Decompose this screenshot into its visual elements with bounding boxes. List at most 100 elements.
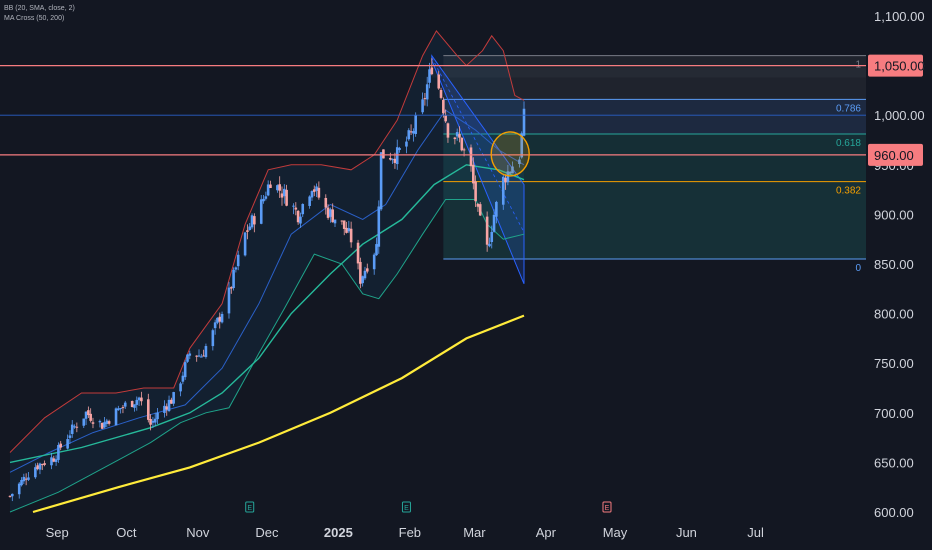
candle-body (130, 401, 134, 408)
candle-body (234, 267, 238, 270)
channel-midline (431, 57, 525, 233)
candle-body (220, 313, 224, 323)
y-tick-label: 700.00 (874, 406, 914, 421)
y-tick-label: 650.00 (874, 455, 914, 470)
candle-body (172, 392, 175, 404)
candle-body (11, 493, 14, 497)
fib-level-label: 0.786 (836, 103, 861, 114)
candle-body (73, 426, 76, 428)
candle-body (361, 276, 364, 284)
candle-body (488, 243, 491, 247)
candle-body (114, 408, 118, 426)
candle-body (40, 464, 44, 466)
candle-body (363, 270, 367, 279)
candle-body (522, 108, 526, 136)
candle-body (377, 206, 381, 247)
x-tick-label: Mar (463, 525, 486, 540)
candle-body (123, 402, 127, 407)
earnings-marker-box (602, 501, 612, 513)
earnings-marker-label: E (605, 505, 610, 512)
candle-body (329, 209, 332, 217)
candle-body (103, 422, 106, 428)
earnings-marker[interactable]: E (401, 501, 411, 513)
candle-body (312, 189, 316, 192)
candle-body (8, 495, 12, 497)
candle-body (117, 408, 120, 411)
breakout-highlight-circle (490, 131, 530, 177)
candle-body (331, 209, 334, 223)
candle-body (151, 420, 155, 423)
candle-body (425, 84, 429, 100)
candle-body (17, 483, 21, 495)
x-tick-label: Apr (536, 525, 557, 540)
candle-body (345, 227, 348, 233)
y-tick-label: 750.00 (874, 356, 914, 371)
candle-body (285, 189, 288, 206)
candle-body (183, 362, 187, 378)
candle-body (75, 426, 79, 428)
candle-body (20, 479, 23, 486)
candle-body (211, 330, 215, 347)
bb-upper-line (9, 30, 525, 453)
ma-cross-legend-label[interactable]: MA Cross (50, 200) (4, 15, 65, 22)
candle-body (213, 322, 217, 329)
candle-body (340, 220, 344, 222)
candle-body (197, 355, 201, 357)
candle-body (407, 130, 411, 140)
candle-body (70, 424, 74, 434)
candle-body (299, 216, 302, 224)
candle-body (476, 203, 480, 207)
candle-body (462, 149, 466, 151)
bb-legend-label[interactable]: BB (20, SMA, close, 2) (4, 5, 75, 12)
candle-body (280, 193, 284, 198)
candle-body (68, 435, 72, 438)
candle-body (453, 137, 457, 140)
indicator-legend: BB (20, SMA, close, 2) MA Cross (50, 200… (4, 4, 75, 24)
earnings-marker[interactable]: E (245, 501, 255, 513)
fib-level-label: 0.618 (836, 138, 861, 149)
candle-body (229, 287, 233, 289)
y-tick-label: 1,000.00 (874, 108, 925, 123)
candle-body (501, 176, 505, 205)
candle-body (308, 196, 311, 206)
candle-body (342, 220, 346, 229)
candle-body (472, 164, 475, 184)
candle-body (347, 228, 351, 232)
candle-body (121, 407, 125, 409)
candle-body (107, 421, 111, 424)
candle-body (133, 404, 136, 408)
y-tick-label: 1,100.00 (874, 9, 925, 24)
candle-body (218, 316, 222, 322)
candle-body (137, 397, 141, 401)
candle-body (38, 463, 42, 470)
candle-body (315, 186, 318, 191)
x-tick-label: Sep (46, 525, 69, 540)
fib-zone (443, 181, 866, 260)
candle-body (22, 476, 26, 482)
candle-body (200, 356, 203, 358)
candle-body (485, 216, 489, 245)
candle-body (43, 463, 46, 465)
candle-body (119, 408, 122, 410)
x-tick-label: Dec (255, 525, 279, 540)
earnings-marker[interactable]: E (602, 501, 612, 513)
candle-body (188, 353, 192, 356)
candle-body (57, 444, 60, 460)
candle-body (227, 287, 231, 314)
candle-body (365, 268, 369, 272)
candle-body (181, 375, 185, 382)
candle-body (165, 406, 169, 410)
candle-body (301, 204, 305, 215)
price-label-badge (868, 143, 923, 166)
fib-level-label: 0 (855, 263, 861, 274)
candle-body (264, 196, 268, 199)
candle-body (153, 418, 157, 423)
earnings-marker-box (401, 501, 411, 513)
candle-body (395, 147, 399, 165)
candle-body (216, 317, 219, 323)
candle-body (278, 184, 281, 191)
candle-body (243, 232, 247, 256)
ma50-line (9, 164, 525, 464)
